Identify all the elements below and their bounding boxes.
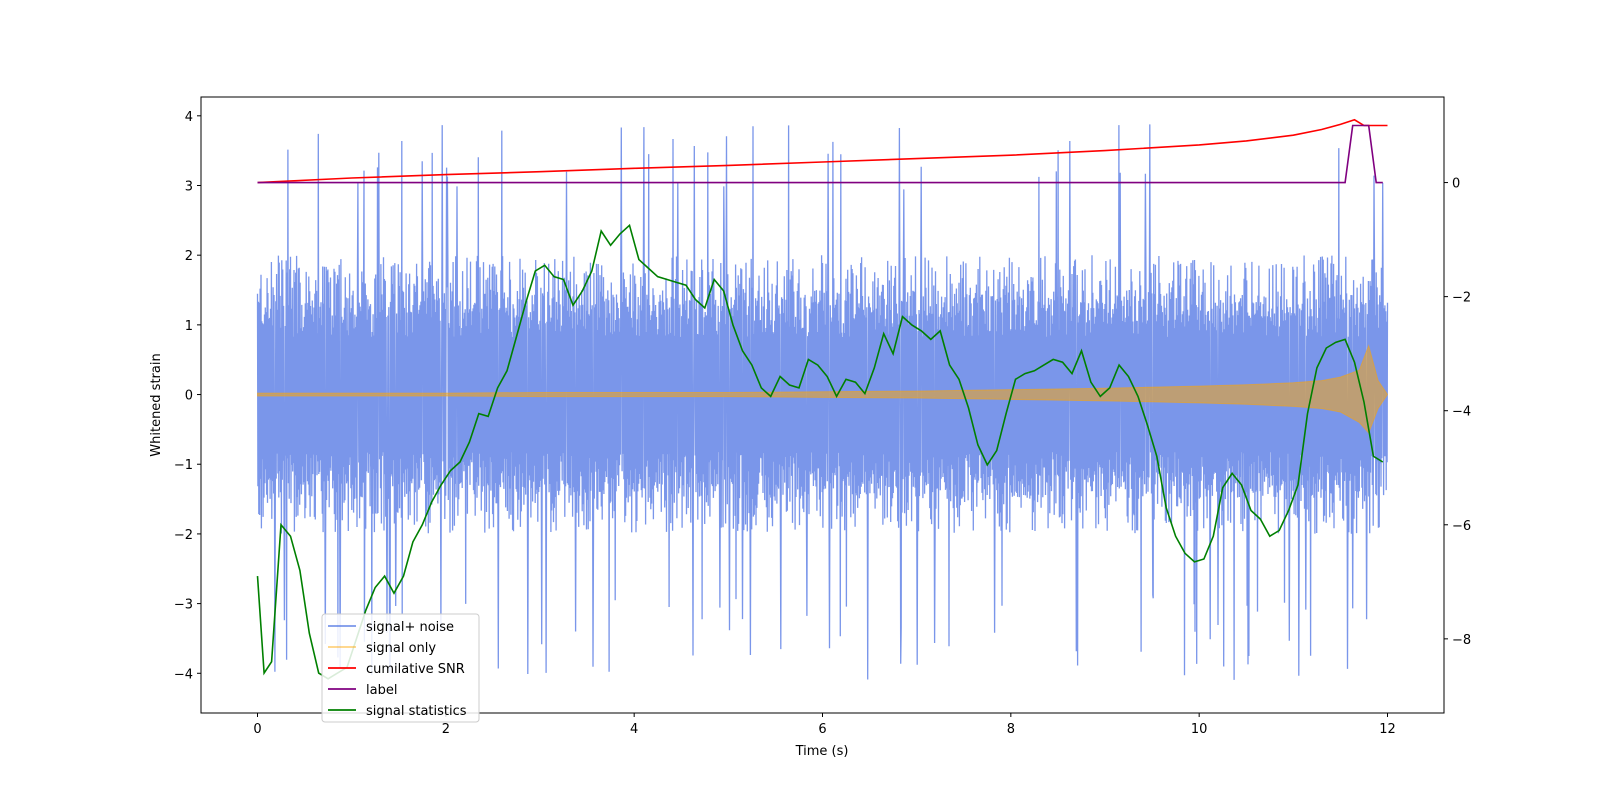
y-tick-label: −4 (174, 667, 193, 682)
y2-tick-label: −6 (1452, 519, 1471, 534)
y-tick-label: −3 (174, 598, 193, 613)
legend-label: signal only (366, 641, 436, 656)
plot-series (256, 118, 1389, 680)
x-axis-label: Time (s) (795, 744, 849, 759)
y-tick-label: 0 (185, 389, 193, 404)
y-tick-label: 4 (185, 110, 193, 125)
y2-tick-label: 0 (1452, 177, 1460, 192)
x-tick-label: 10 (1191, 722, 1208, 737)
y2-tick-label: −8 (1452, 633, 1471, 648)
y2-tick-label: −2 (1452, 291, 1471, 306)
y-tick-label: 2 (185, 249, 193, 264)
legend-label: signal+ noise (366, 620, 454, 635)
legend-label: cumilative SNR (366, 662, 465, 677)
series-label (257, 124, 1383, 184)
y-tick-label: 1 (185, 319, 193, 334)
y-axis-right: 0 −2 −4 −6 −8 (1444, 177, 1471, 648)
y-tick-label: −1 (174, 458, 193, 473)
y-tick-label: 3 (185, 179, 193, 194)
series-signal-noise (256, 124, 1389, 680)
y2-tick-label: −4 (1452, 405, 1471, 420)
x-axis: 0 2 4 6 8 10 12 (253, 713, 1396, 737)
series-signal-statistics (256, 223, 1384, 680)
x-tick-label: 4 (630, 722, 638, 737)
legend-label: signal statistics (366, 704, 467, 719)
x-tick-label: 6 (818, 722, 826, 737)
x-tick-label: 12 (1379, 722, 1396, 737)
x-tick-label: 2 (442, 722, 450, 737)
y-axis-left: 4 3 2 1 0 −1 −2 −3 −4 (174, 110, 201, 682)
y-tick-label: −2 (174, 528, 193, 543)
series-signal-only (257, 344, 1389, 434)
series-cumulative-snr (257, 118, 1388, 184)
y-axis-label: Whitened strain (149, 353, 164, 456)
legend: signal+ noise signal only cumilative SNR la… (321, 613, 480, 723)
legend-label: label (366, 683, 397, 698)
legend-box (321, 613, 480, 723)
x-tick-label: 8 (1007, 722, 1015, 737)
x-tick-label: 0 (253, 722, 261, 737)
